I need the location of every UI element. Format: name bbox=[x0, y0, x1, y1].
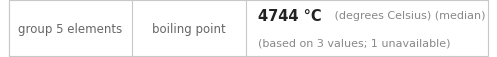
FancyBboxPatch shape bbox=[9, 1, 246, 56]
Text: (degrees Celsius) (median): (degrees Celsius) (median) bbox=[331, 11, 485, 21]
Text: 4744 °C: 4744 °C bbox=[258, 9, 322, 23]
Text: group 5 elements: group 5 elements bbox=[18, 22, 122, 35]
Text: boiling point: boiling point bbox=[152, 22, 226, 35]
Text: (based on 3 values; 1 unavailable): (based on 3 values; 1 unavailable) bbox=[258, 38, 451, 48]
FancyBboxPatch shape bbox=[9, 1, 488, 56]
